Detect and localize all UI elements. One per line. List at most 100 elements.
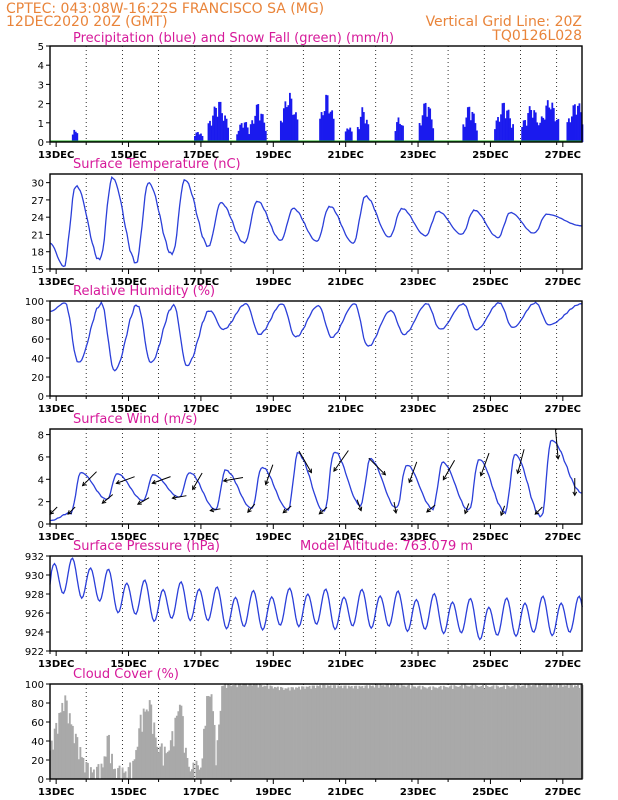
precip-bar <box>242 127 245 142</box>
precip-bar <box>463 126 466 142</box>
cloud-bar <box>153 722 156 779</box>
cloud-bar <box>442 685 445 779</box>
wind-arrow <box>137 497 150 505</box>
cloud-bar <box>528 684 531 779</box>
x-tick-label: 25DEC <box>472 787 508 798</box>
cloud-bar <box>575 685 578 779</box>
cloud-bar <box>109 763 112 779</box>
y-tick-label: 932 <box>25 552 44 563</box>
cloud-bar <box>162 765 165 779</box>
cloud-bar <box>151 733 154 779</box>
cloud-bar <box>418 685 421 779</box>
cloud-bar <box>574 685 576 779</box>
cloud-bar <box>62 711 65 779</box>
cloud-bar <box>292 687 294 779</box>
wind-arrow <box>152 476 171 484</box>
wind-arrow <box>442 460 456 480</box>
x-tick-label: 27DEC <box>545 404 581 415</box>
cloud-bar <box>474 684 477 779</box>
cloud-bar <box>420 689 423 779</box>
cloud-bar <box>102 767 104 779</box>
cloud-bar <box>175 715 178 779</box>
cloud-bar <box>210 694 213 779</box>
cloud-bar <box>465 685 468 779</box>
cloud-bar <box>367 688 370 779</box>
cloud-bar <box>165 753 168 779</box>
cloud-bar <box>267 688 270 779</box>
precip-bar <box>219 101 222 142</box>
cloud-bar <box>117 768 120 779</box>
panel-precip: Precipitation (blue) and Snow Fall (gree… <box>38 31 584 161</box>
cloud-bar <box>519 686 522 779</box>
cloud-bar <box>121 767 124 779</box>
cloud-bar <box>353 685 356 779</box>
precip-bar <box>349 127 352 142</box>
cloud-bar <box>77 759 80 779</box>
cloud-bar <box>136 746 139 779</box>
cloud-bar <box>468 686 471 779</box>
wind-arrow-head <box>393 508 398 514</box>
wind-arrow-head <box>209 507 215 513</box>
precip-bar <box>503 102 505 142</box>
cloud-bar <box>501 686 504 779</box>
precip-bar <box>494 129 496 142</box>
cloud-bar <box>322 684 325 779</box>
cloud-bar <box>74 733 77 779</box>
cloud-bar <box>379 684 382 779</box>
wind-arrow <box>247 503 256 513</box>
cloud-bar <box>242 684 245 779</box>
cloud-bar <box>284 688 287 779</box>
x-tick-label: 21DEC <box>327 404 363 415</box>
cloud-bar <box>400 684 403 779</box>
precip-bar <box>198 134 201 142</box>
cloud-bar <box>207 695 210 779</box>
cloud-bar <box>390 684 392 779</box>
header-grid-note: Vertical Grid Line: 20Z <box>426 14 582 30</box>
cloud-bar <box>346 688 349 779</box>
precip-bar <box>344 131 347 142</box>
precip-bar <box>326 95 329 142</box>
cloud-bar <box>337 685 340 779</box>
cloud-bar <box>186 757 189 779</box>
wind-arrow-head <box>247 508 252 514</box>
cloud-bar <box>506 685 509 779</box>
cloud-bar <box>85 761 88 779</box>
y-tick-label: 4 <box>38 61 44 72</box>
cloud-bar <box>561 686 564 779</box>
cloud-bar <box>376 684 379 779</box>
cloud-bar <box>225 687 228 779</box>
cloud-bar <box>494 689 496 779</box>
wind-arrow-head <box>408 478 413 484</box>
panel-frame-pressure <box>49 555 583 652</box>
cloud-bar <box>513 684 516 779</box>
precip-bar <box>545 105 548 142</box>
wind-arrow-head <box>381 470 387 476</box>
series-line-humidity <box>49 300 583 372</box>
precip-bar <box>197 132 199 142</box>
cloud-bar <box>177 711 180 779</box>
cloud-bar <box>482 685 484 779</box>
precip-bar <box>346 128 349 142</box>
cloud-bar <box>236 687 239 779</box>
cloud-bar <box>231 685 234 779</box>
cloud-bar <box>215 765 218 779</box>
cloud-bar <box>498 687 501 779</box>
precip-bar <box>543 119 546 142</box>
cloud-bar <box>456 686 459 779</box>
precip-bar <box>554 121 557 142</box>
cloud-bar <box>258 684 261 779</box>
wind-arrow <box>554 428 559 459</box>
precip-bar <box>539 122 542 142</box>
panel-frame-temperature <box>49 173 583 270</box>
wind-arrow-head <box>151 479 157 485</box>
precip-bar <box>263 122 266 142</box>
precip-bar <box>195 132 198 142</box>
cloud-bar <box>421 685 424 779</box>
cloud-bar <box>209 696 211 779</box>
precip-bar <box>429 108 432 142</box>
cloud-bar <box>195 760 198 779</box>
precip-bar <box>322 115 324 142</box>
cloud-bar <box>332 685 335 779</box>
y-tick-label: 0 <box>38 775 44 786</box>
